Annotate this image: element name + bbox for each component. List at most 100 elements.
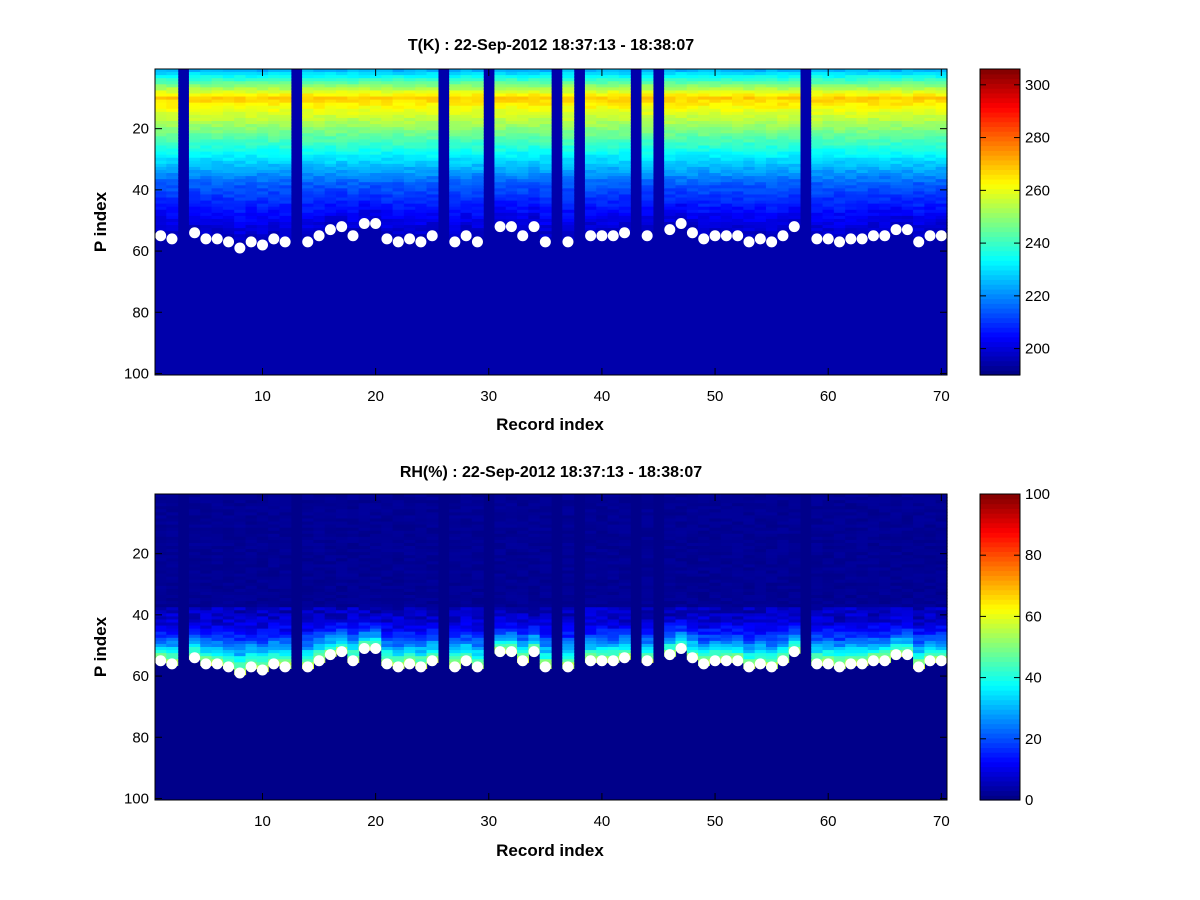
- heatmap-cell: [369, 530, 382, 535]
- heatmap-cell: [584, 105, 597, 110]
- heatmap-cell: [426, 564, 439, 569]
- heatmap-cell: [234, 647, 247, 651]
- heatmap-cell: [415, 133, 428, 137]
- heatmap-cell: [302, 124, 314, 128]
- heatmap-cell: [935, 75, 948, 79]
- heatmap-cell: [166, 497, 179, 501]
- heatmap-cell: [415, 622, 428, 627]
- heatmap-cell: [166, 591, 179, 596]
- heatmap-cell: [155, 588, 167, 593]
- heatmap-cell: [732, 124, 744, 128]
- heatmap-cell: [449, 182, 462, 186]
- heatmap-cell: [698, 114, 710, 119]
- heatmap-cell: [336, 145, 348, 150]
- heatmap-cell: [743, 145, 756, 150]
- colorbar-segment: [980, 116, 1020, 123]
- heatmap-cell: [517, 75, 529, 79]
- heatmap-cell: [449, 598, 462, 602]
- heatmap-cell: [460, 145, 473, 150]
- heatmap-cell: [302, 169, 314, 174]
- heatmap-cell: [415, 154, 428, 159]
- heatmap-cell: [449, 573, 462, 578]
- heatmap-cell: [392, 647, 405, 651]
- heatmap-cell: [256, 75, 269, 79]
- heatmap-cell: [449, 601, 462, 605]
- heatmap-cell: [313, 539, 326, 544]
- heatmap-cell: [166, 111, 179, 116]
- heatmap-cell: [313, 521, 326, 526]
- colorbar-segment: [980, 174, 1020, 180]
- heatmap-cell: [913, 121, 925, 125]
- heatmap-cell: [313, 197, 326, 202]
- heatmap-cell: [641, 157, 654, 162]
- colorbar-segment: [980, 102, 1020, 108]
- heatmap-cell: [743, 182, 756, 186]
- heatmap-cell: [222, 209, 235, 214]
- heatmap-cell: [890, 222, 903, 226]
- surface-marker: [426, 230, 438, 242]
- heatmap-cell: [313, 188, 326, 192]
- heatmap-cell: [324, 81, 337, 85]
- heatmap-cell: [268, 567, 281, 572]
- heatmap-cell: [822, 160, 835, 165]
- heatmap-cell: [890, 209, 903, 214]
- heatmap-cell: [279, 640, 292, 645]
- heatmap-cell: [415, 659, 428, 663]
- heatmap-cell: [268, 212, 281, 217]
- heatmap-cell: [675, 151, 688, 156]
- heatmap-cell: [358, 619, 371, 624]
- heatmap-cell: [698, 102, 710, 107]
- heatmap-cell: [765, 203, 778, 208]
- heatmap-cell: [381, 142, 394, 147]
- heatmap-cell: [369, 591, 382, 596]
- heatmap-cell: [720, 127, 733, 131]
- heatmap-cell: [155, 209, 167, 214]
- heatmap-cell: [471, 500, 484, 504]
- heatmap-cell: [222, 622, 235, 627]
- heatmap-cell: [777, 130, 790, 134]
- heatmap-cell: [426, 582, 439, 587]
- heatmap-cell: [867, 179, 880, 183]
- heatmap-cell: [686, 151, 699, 156]
- heatmap-cell: [358, 84, 371, 88]
- heatmap-cell: [765, 234, 778, 238]
- heatmap-cell: [811, 145, 824, 150]
- heatmap-cell: [494, 133, 507, 137]
- heatmap-cell: [720, 142, 733, 147]
- heatmap-cell: [268, 191, 281, 196]
- heatmap-cell: [392, 176, 405, 180]
- heatmap-cell: [403, 75, 416, 79]
- heatmap-cell: [155, 549, 167, 553]
- heatmap-cell: [890, 102, 903, 107]
- heatmap-cell: [234, 124, 247, 128]
- heatmap-cell: [222, 151, 235, 156]
- colorbar-segment: [980, 183, 1020, 190]
- heatmap-cell: [188, 72, 201, 76]
- heatmap-cell: [720, 194, 733, 199]
- colorbar-segment: [980, 207, 1020, 214]
- heatmap-cell: [155, 163, 167, 168]
- heatmap-cell: [709, 176, 722, 180]
- heatmap-cell: [268, 81, 281, 85]
- heatmap-cell: [279, 555, 292, 559]
- heatmap-cell: [494, 96, 507, 101]
- heatmap-cell: [867, 72, 880, 76]
- heatmap-cell: [913, 145, 925, 150]
- heatmap-cell: [245, 521, 258, 526]
- heatmap-cell: [369, 506, 382, 510]
- heatmap-cell: [890, 117, 903, 122]
- heatmap-cell: [528, 200, 541, 205]
- heatmap-cell: [686, 114, 699, 119]
- heatmap-cell: [302, 173, 314, 177]
- heatmap-cell: [211, 564, 224, 569]
- heatmap-cell: [245, 591, 258, 596]
- heatmap-cell: [415, 567, 428, 572]
- heatmap-cell: [856, 191, 869, 196]
- heatmap-cell: [256, 555, 269, 559]
- heatmap-cell: [155, 75, 167, 79]
- heatmap-cell: [426, 139, 439, 144]
- heatmap-cell: [901, 212, 914, 217]
- heatmap-cell: [562, 231, 575, 235]
- heatmap-cell: [200, 200, 213, 205]
- heatmap-cell: [562, 148, 575, 153]
